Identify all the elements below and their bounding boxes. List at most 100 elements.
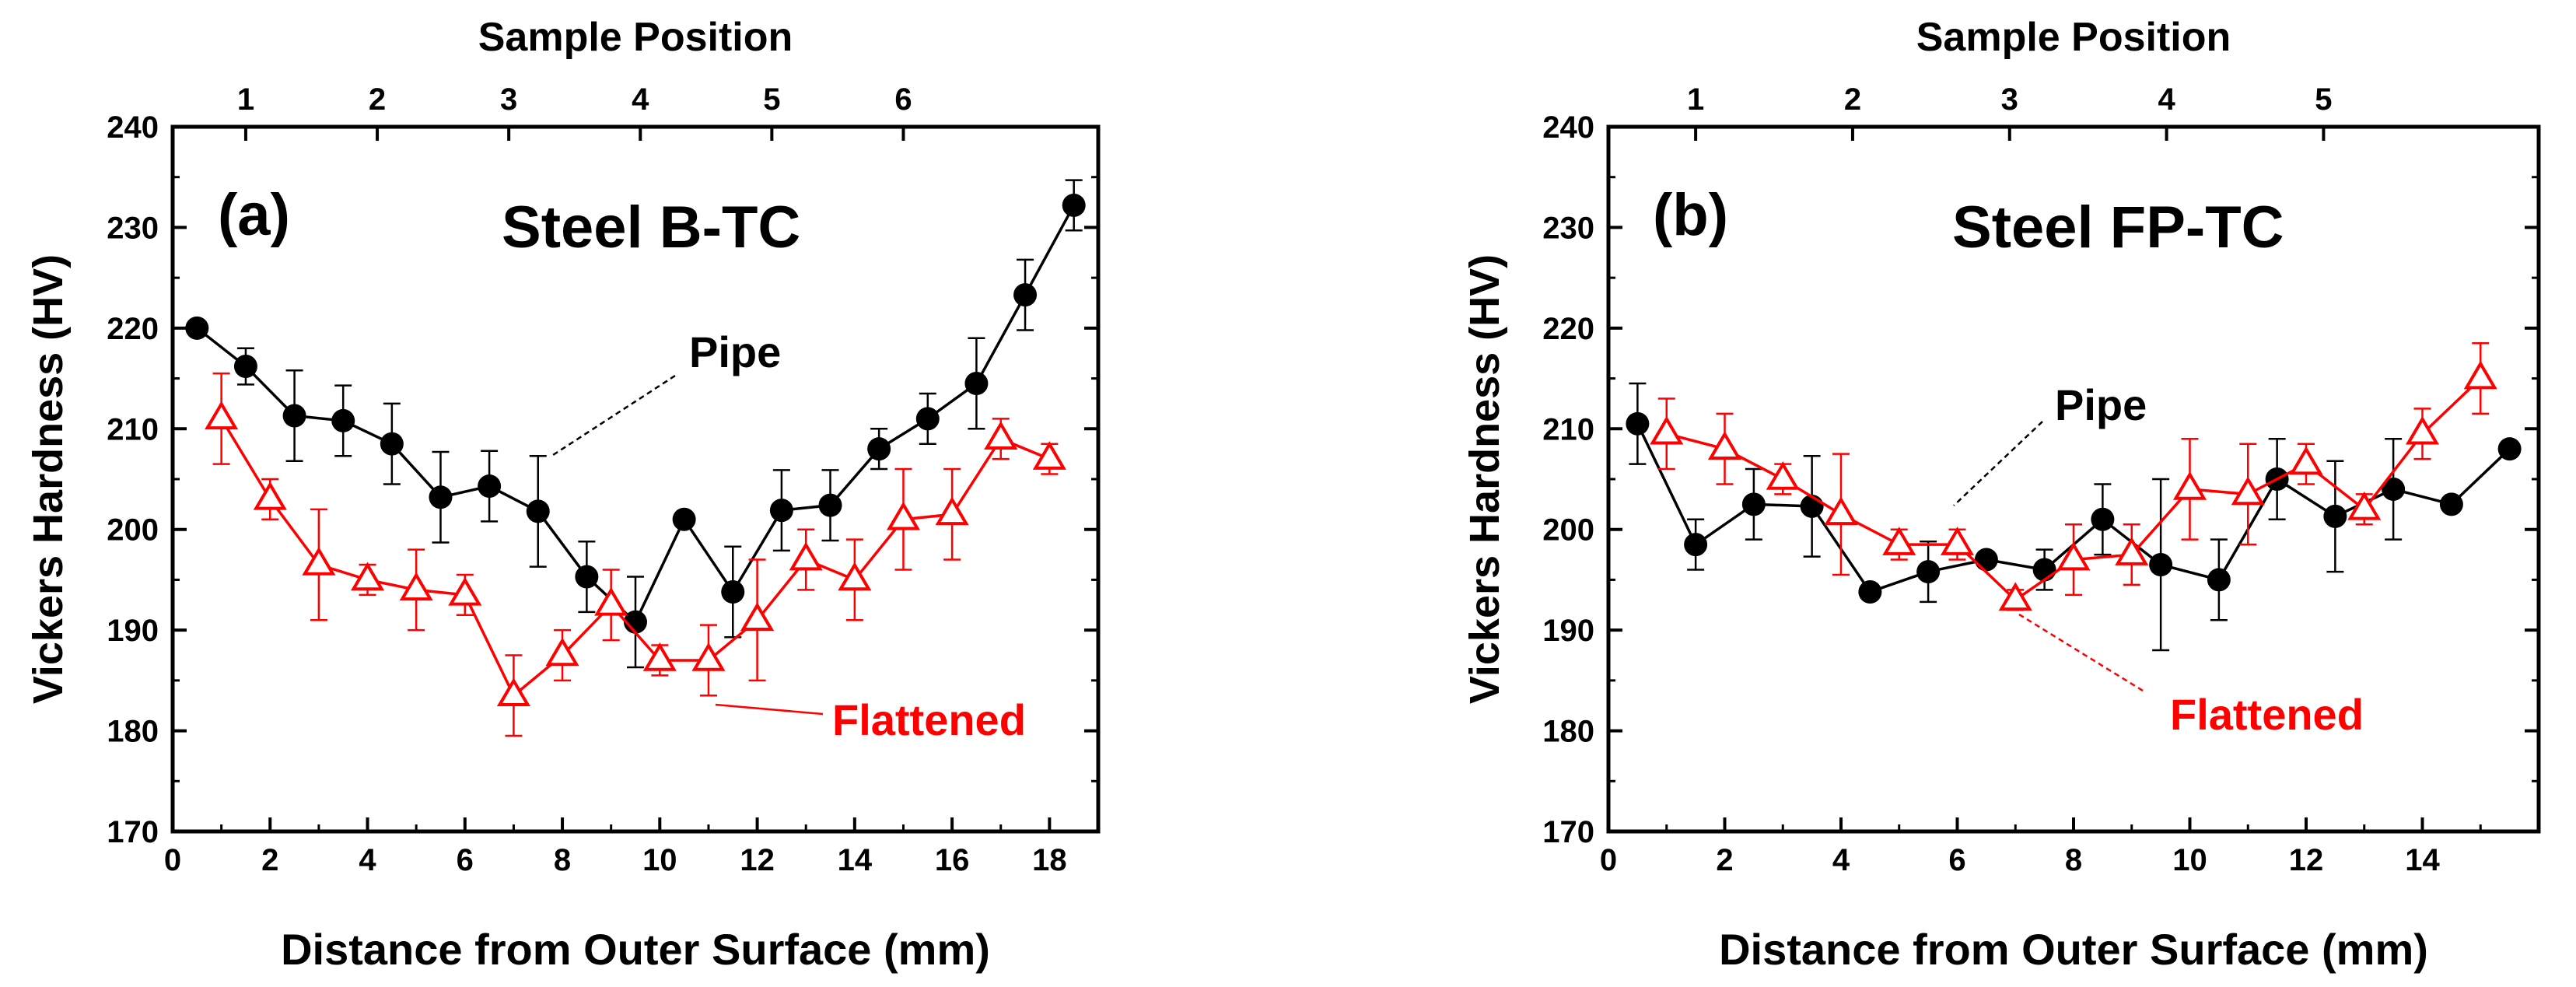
panel-a-y-tick-label: 180 [107, 715, 159, 749]
panel-b-y-tick-label: 170 [1542, 815, 1594, 849]
panel-a-flattened-point [253, 481, 287, 510]
panel-b-title: Steel FP-TC [1952, 194, 2284, 261]
panel-b-flattened-point [1650, 415, 1684, 445]
panel-a-pipe-point [1062, 193, 1086, 217]
panel-b-pipe-point [1626, 411, 1650, 436]
panel-a-x-tick-label: 4 [359, 843, 376, 877]
panel-b-x-tick-label: 14 [2405, 843, 2440, 877]
panel-b-panel-label: (b) [1653, 182, 1728, 248]
panel-a-x-tick-label: 14 [838, 843, 873, 877]
panel-b-pipe-point [1916, 560, 1941, 584]
panel-a-pipe-point [429, 485, 453, 509]
panel-b-pipe-leader [1953, 421, 2043, 506]
panel-b-flattened-point [1824, 496, 1858, 526]
panel-b-pipe-point [2207, 568, 2231, 592]
panel-a-flattened-point [1032, 441, 1066, 470]
panel-b-pipe-point [2149, 553, 2173, 577]
panel-a-x-tick-label: 2 [261, 843, 278, 877]
panel-a-y-tick-label: 220 [107, 312, 159, 346]
panel-a-pipe-point [478, 474, 502, 499]
panel-b-pipe-annotation: Pipe [2055, 380, 2147, 429]
panel-a-flattened-point [496, 677, 530, 707]
panel-b-pipe-point [2032, 558, 2056, 582]
panel-a-pipe-point [575, 565, 599, 589]
panel-a-pipe-point [964, 372, 989, 396]
panel-a-panel-label: (a) [218, 182, 290, 248]
panel-a-x-tick-label: 10 [642, 843, 677, 877]
panel-b-pipe-point [2091, 507, 2115, 531]
panel-b-y-tick-label: 200 [1542, 513, 1594, 548]
panel-a-flattened-annotation: Flattened [832, 695, 1026, 744]
panel-a-pipe-annotation: Pipe [689, 327, 781, 376]
panel-b-flattened-point [1882, 527, 1916, 555]
panel-a-pipe-point [331, 408, 355, 432]
panel-a-x-tick-label: 6 [457, 843, 474, 877]
panel-a-pipe-point [1013, 283, 1038, 307]
panel-b-x-tick-label: 10 [2172, 843, 2207, 877]
panel-a-x-tick-label: 16 [935, 843, 970, 877]
panel-a-plot-frame [170, 124, 1101, 834]
panel-a-x-tick-label: 8 [554, 843, 571, 877]
panel-b-y-tick-label: 220 [1542, 312, 1594, 346]
panel-a-flattened-leader [715, 703, 824, 716]
panel-b-top-tick-label: 4 [2158, 82, 2175, 117]
panel-a: 0 2 4 6 8 10 12 14 16 181701801902002102202302401… [25, 15, 1101, 974]
panel-a-top-tick-label: 1 [237, 82, 254, 117]
panel-b-flattened-point [1707, 431, 1742, 460]
panel-a-pipe-point [769, 499, 793, 523]
panel-a-pipe-point [672, 507, 696, 531]
panel-a-flattened-point [984, 421, 1018, 450]
panel-b-y-axis-title: Vickers Hardness (HV) [1461, 254, 1508, 704]
panel-a-pipe-point [233, 355, 257, 379]
panel-b-x-tick-label: 4 [1832, 843, 1850, 877]
panel-b-flattened-point [2231, 476, 2265, 506]
panel-a-top-tick-label: 2 [369, 82, 386, 117]
panel-a-pipe-point [721, 579, 745, 604]
panel-a-flattened-point [789, 541, 823, 571]
panel-a-pipe-point [185, 316, 209, 340]
panel-b-top-tick-label: 1 [1687, 82, 1704, 117]
panel-b-pipe-point [1741, 492, 1766, 516]
panel-a-top-axis-title: Sample Position [478, 15, 793, 60]
panel-a-pipe-leader [552, 374, 676, 457]
panel-a-x-tick-label: 0 [164, 843, 181, 877]
panel-b-top-tick-label: 3 [2001, 82, 2018, 117]
panel-a-top-tick-label: 3 [500, 82, 517, 117]
panel-a-y-tick-label: 190 [107, 614, 159, 648]
panel-a-pipe-point [818, 493, 842, 517]
panel-b-x-tick-label: 2 [1716, 843, 1733, 877]
panel-a-flattened-point [740, 602, 775, 631]
panel-a-flattened-point [448, 576, 482, 606]
panel-a-y-tick-label: 230 [107, 211, 159, 245]
panel-b-pipe-point [2439, 492, 2463, 516]
panel-b-flattened-point [1766, 461, 1800, 490]
panel-a-flattened-point [642, 642, 677, 671]
panel-b-x-tick-label: 12 [2289, 843, 2324, 877]
panel-b-plot-frame [1606, 124, 2541, 834]
panel-a-y-tick-label: 200 [107, 513, 159, 548]
panel-b-x-tick-label: 0 [1600, 843, 1617, 877]
panel-b-y-tick-label: 210 [1542, 412, 1594, 446]
panel-a-pipe-point [282, 404, 306, 428]
panel-a-top-tick-label: 5 [763, 82, 780, 117]
panel-b-y-tick-label: 230 [1542, 211, 1594, 245]
panel-a-flattened-point [594, 586, 628, 616]
panel-a-pipe-point [526, 499, 550, 523]
panel-b-flattened-point [2115, 537, 2149, 565]
panel-b-pipe-point [1684, 533, 1708, 557]
panel-a-title: Steel B-TC [502, 194, 800, 261]
panel-b-y-tick-label: 180 [1542, 715, 1594, 749]
panel-a-flattened-point [545, 637, 579, 667]
panel-b-x-axis-title: Distance from Outer Surface (mm) [1719, 925, 2428, 974]
panel-a-flattened-point [935, 496, 969, 526]
panel-b-flattened-point [2056, 541, 2091, 571]
panel-b-pipe-point [1858, 579, 1882, 604]
panel-b-flattened-point [2405, 415, 2440, 445]
panel-a-flattened-point [350, 562, 385, 591]
panel-a-flattened-point [886, 501, 921, 530]
panel-b-top-tick-label: 2 [1844, 82, 1861, 117]
panel-b-flattened-point [2172, 471, 2207, 500]
panel-b-pipe-point [2382, 477, 2406, 501]
panel-b-pipe-point [2497, 437, 2522, 461]
